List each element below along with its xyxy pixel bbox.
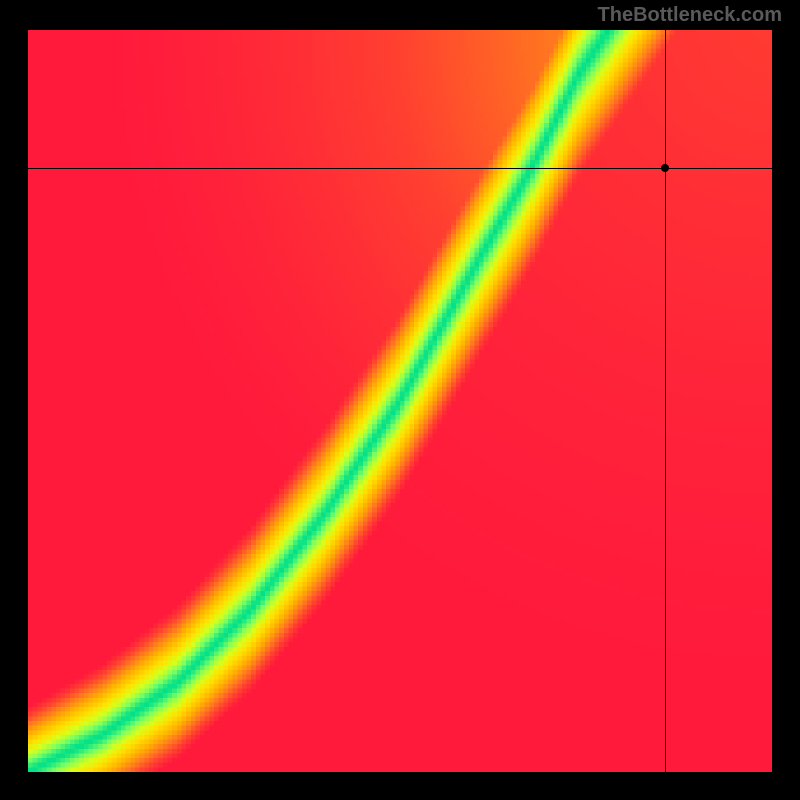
heatmap-plot-area [28, 30, 772, 772]
crosshair-vertical-line [665, 30, 666, 772]
watermark-text: TheBottleneck.com [598, 4, 782, 27]
selection-marker-dot [661, 164, 669, 172]
bottleneck-heatmap [28, 30, 772, 772]
